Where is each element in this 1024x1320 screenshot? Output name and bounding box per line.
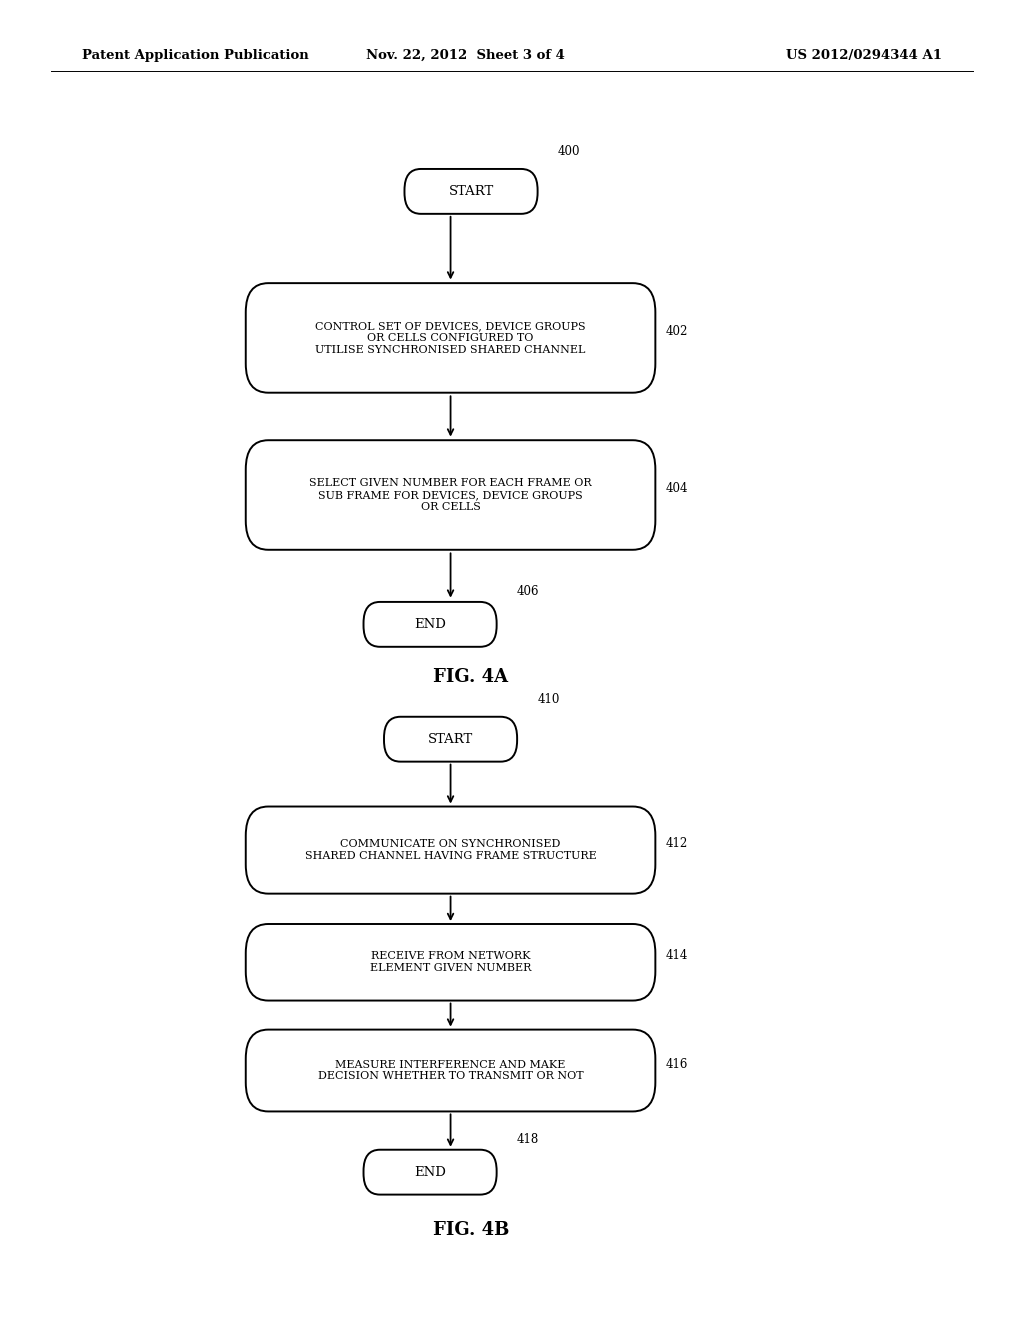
FancyBboxPatch shape <box>364 1150 497 1195</box>
FancyBboxPatch shape <box>246 441 655 549</box>
Text: Patent Application Publication: Patent Application Publication <box>82 49 308 62</box>
Text: 404: 404 <box>666 482 688 495</box>
Text: SELECT GIVEN NUMBER FOR EACH FRAME OR
SUB FRAME FOR DEVICES, DEVICE GROUPS
OR CE: SELECT GIVEN NUMBER FOR EACH FRAME OR SU… <box>309 478 592 512</box>
Text: END: END <box>414 1166 446 1179</box>
Text: FIG. 4A: FIG. 4A <box>433 668 509 686</box>
Text: COMMUNICATE ON SYNCHRONISED
SHARED CHANNEL HAVING FRAME STRUCTURE: COMMUNICATE ON SYNCHRONISED SHARED CHANN… <box>305 840 596 861</box>
Text: 418: 418 <box>517 1133 540 1146</box>
Text: 412: 412 <box>666 837 688 850</box>
Text: END: END <box>414 618 446 631</box>
Text: 414: 414 <box>666 949 688 962</box>
Text: RECEIVE FROM NETWORK
ELEMENT GIVEN NUMBER: RECEIVE FROM NETWORK ELEMENT GIVEN NUMBE… <box>370 952 531 973</box>
Text: Nov. 22, 2012  Sheet 3 of 4: Nov. 22, 2012 Sheet 3 of 4 <box>367 49 565 62</box>
Text: START: START <box>428 733 473 746</box>
FancyBboxPatch shape <box>246 807 655 894</box>
FancyBboxPatch shape <box>246 284 655 393</box>
Text: START: START <box>449 185 494 198</box>
Text: 416: 416 <box>666 1057 688 1071</box>
FancyBboxPatch shape <box>246 1030 655 1111</box>
Text: US 2012/0294344 A1: US 2012/0294344 A1 <box>786 49 942 62</box>
Text: 402: 402 <box>666 325 688 338</box>
Text: 406: 406 <box>517 585 540 598</box>
FancyBboxPatch shape <box>404 169 538 214</box>
Text: 410: 410 <box>538 693 560 706</box>
FancyBboxPatch shape <box>246 924 655 1001</box>
Text: MEASURE INTERFERENCE AND MAKE
DECISION WHETHER TO TRANSMIT OR NOT: MEASURE INTERFERENCE AND MAKE DECISION W… <box>317 1060 584 1081</box>
Text: CONTROL SET OF DEVICES, DEVICE GROUPS
OR CELLS CONFIGURED TO
UTILISE SYNCHRONISE: CONTROL SET OF DEVICES, DEVICE GROUPS OR… <box>315 321 586 355</box>
FancyBboxPatch shape <box>384 717 517 762</box>
FancyBboxPatch shape <box>364 602 497 647</box>
Text: 400: 400 <box>558 145 581 158</box>
Text: FIG. 4B: FIG. 4B <box>433 1221 509 1239</box>
